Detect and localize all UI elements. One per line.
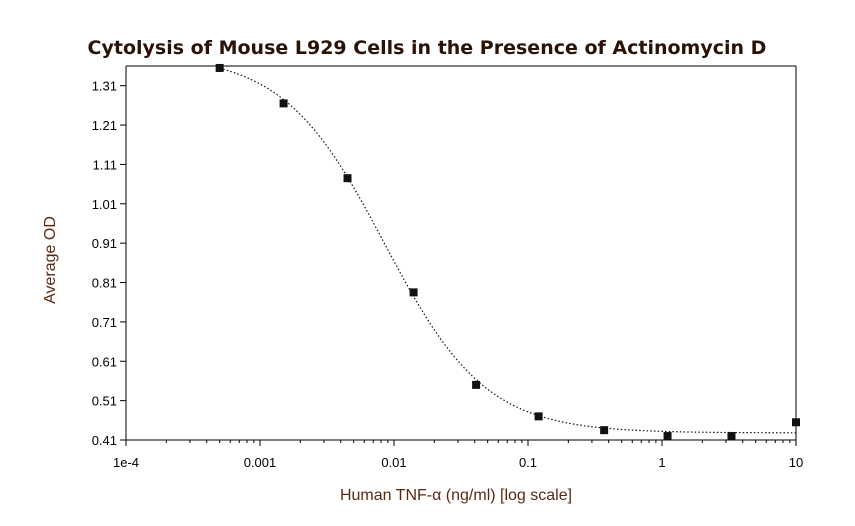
x-tick-label: 10 (789, 455, 803, 470)
x-axis: 1e-4 0.001 0.01 0.1 1 10 (113, 439, 803, 470)
data-point (215, 63, 224, 72)
y-tick-label: 1.01 (92, 197, 117, 212)
x-tick-label: 1 (658, 455, 665, 470)
fit-curve (219, 67, 796, 434)
y-tick-label: 0.61 (92, 354, 117, 369)
frame (126, 65, 797, 440)
data-point (279, 99, 288, 108)
data-point (792, 418, 800, 427)
y-axis-label: Average OD (42, 216, 59, 304)
y-tick-label: 0.91 (92, 236, 117, 251)
y-tick-label: 1.31 (92, 79, 117, 94)
chart-title: Cytolysis of Mouse L929 Cells in the Pre… (88, 37, 767, 59)
x-tick-label: 0.001 (244, 455, 277, 470)
y-tick-label: 0.81 (92, 276, 117, 291)
y-tick-label: 1.11 (93, 157, 117, 172)
data-point (472, 380, 481, 389)
data-point (534, 412, 543, 421)
data-point (343, 174, 352, 183)
x-tick-label: 0.1 (519, 455, 537, 470)
y-tick-label: 1.21 (92, 118, 117, 133)
data-point (600, 426, 609, 435)
data-point (727, 432, 736, 441)
fit-curve-line (219, 67, 796, 434)
y-tick-label: 0.51 (92, 394, 117, 409)
x-tick-label: 0.01 (381, 455, 406, 470)
x-axis-label: Human TNF-α (ng/ml) [log scale] (340, 487, 572, 504)
y-tick-label: 0.41 (92, 433, 117, 448)
x-ticks: 1e-4 0.001 0.01 0.1 1 10 (113, 440, 803, 470)
data-markers (215, 63, 800, 441)
data-point (409, 288, 418, 297)
y-ticks: 0.41 0.51 0.61 0.71 0.81 0.91 1.01 1.11 1.21 1.31 (92, 79, 126, 448)
x-tick-label: 1e-4 (113, 455, 139, 470)
data-point (663, 432, 672, 441)
y-axis: 0.41 0.51 0.61 0.71 0.81 0.91 1.01 1.11 1.21 1.31 (92, 66, 127, 448)
y-tick-label: 0.71 (92, 315, 117, 330)
